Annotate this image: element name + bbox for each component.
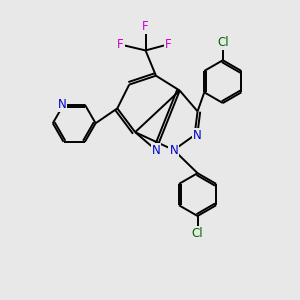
Text: N: N <box>58 98 66 111</box>
Text: N: N <box>169 143 178 157</box>
Text: F: F <box>142 20 149 33</box>
Text: F: F <box>117 38 124 51</box>
Text: F: F <box>164 38 171 51</box>
Text: Cl: Cl <box>192 227 203 240</box>
Text: Cl: Cl <box>217 36 229 49</box>
Text: N: N <box>152 143 160 157</box>
Text: N: N <box>193 129 202 142</box>
